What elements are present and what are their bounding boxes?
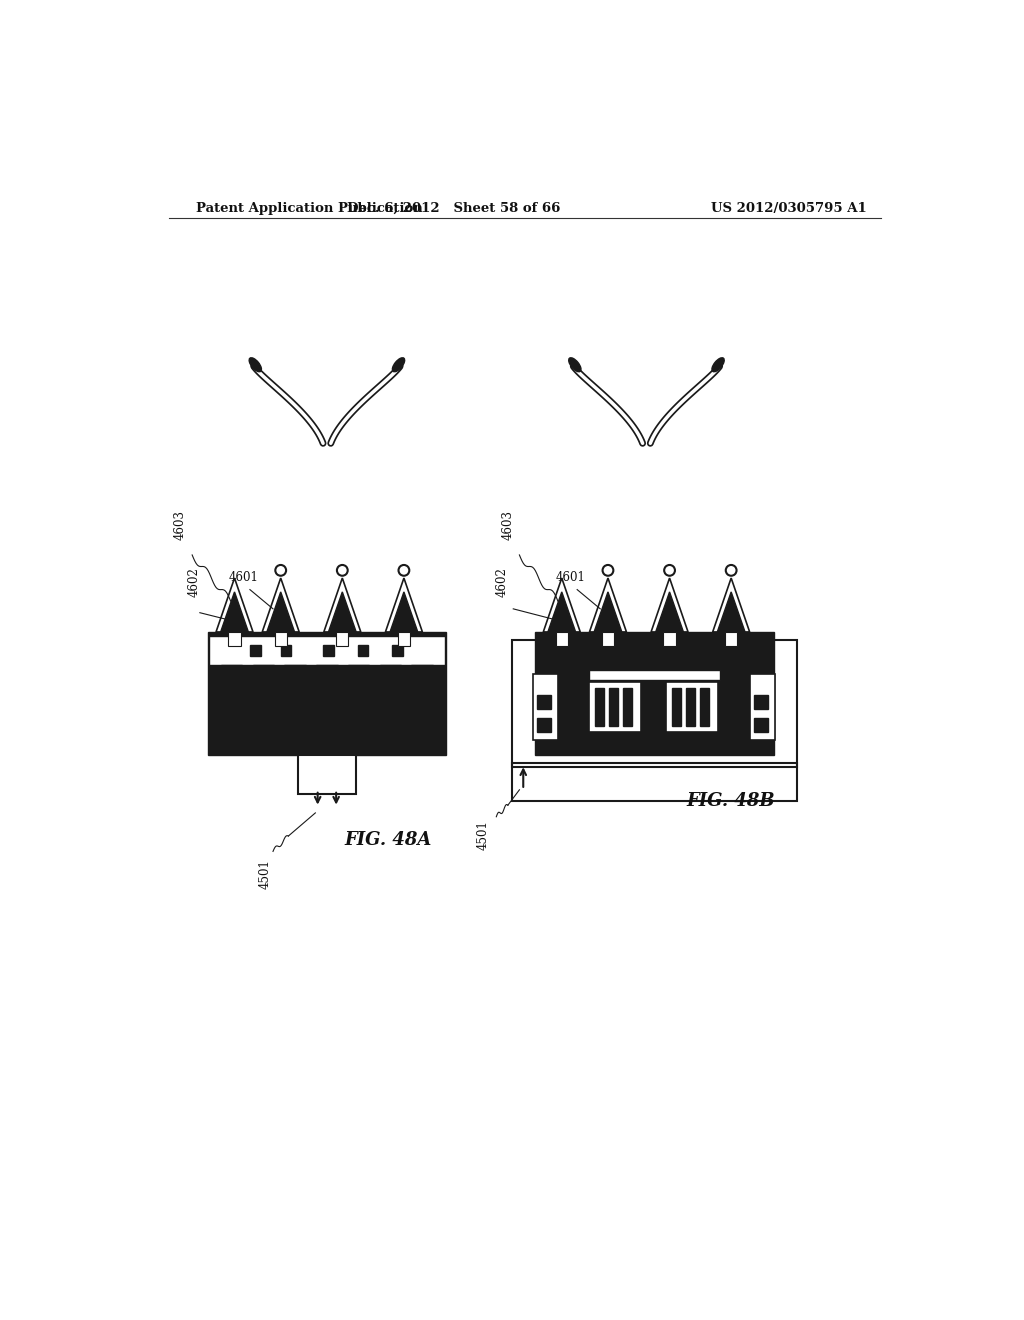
Text: US 2012/0305795 A1: US 2012/0305795 A1 (711, 202, 866, 215)
Text: 4602: 4602 (187, 568, 201, 598)
Bar (534, 675, 558, 739)
Text: 4603: 4603 (174, 510, 187, 540)
Polygon shape (713, 578, 750, 632)
Polygon shape (267, 591, 295, 632)
Text: 4601: 4601 (556, 572, 586, 585)
Bar (666, 682, 718, 733)
Polygon shape (548, 591, 575, 632)
Ellipse shape (712, 358, 724, 372)
Polygon shape (544, 578, 581, 632)
Bar (336, 632, 348, 645)
Bar (602, 632, 614, 645)
Polygon shape (324, 578, 360, 632)
Text: Patent Application Publication: Patent Application Publication (196, 202, 423, 215)
Polygon shape (590, 578, 627, 632)
Bar (595, 688, 604, 726)
Bar (725, 632, 737, 645)
Bar (538, 718, 551, 733)
Bar (274, 632, 287, 645)
Bar (589, 682, 641, 733)
Text: FIG. 48A: FIG. 48A (345, 830, 432, 849)
Bar (208, 632, 446, 755)
Bar (348, 665, 370, 751)
Text: 4603: 4603 (502, 510, 514, 540)
Bar (686, 688, 695, 726)
Polygon shape (717, 591, 745, 632)
Polygon shape (220, 591, 249, 632)
Bar (285, 665, 306, 751)
Bar (250, 644, 261, 656)
Bar (281, 644, 292, 656)
Bar (412, 665, 433, 751)
Bar (221, 665, 243, 751)
Bar (608, 688, 617, 726)
Bar (556, 632, 568, 645)
Polygon shape (329, 591, 356, 632)
Bar (357, 644, 369, 656)
Bar (298, 755, 356, 793)
Bar (397, 632, 410, 645)
Text: 4501: 4501 (259, 859, 271, 888)
Bar (316, 665, 338, 751)
Bar (755, 696, 768, 709)
Polygon shape (390, 591, 418, 632)
Bar (755, 718, 768, 733)
Bar (512, 763, 797, 801)
Polygon shape (594, 591, 622, 632)
Text: 4501: 4501 (477, 821, 489, 850)
Bar (535, 632, 773, 755)
Bar (623, 688, 632, 726)
Text: 4602: 4602 (496, 568, 509, 598)
Polygon shape (385, 578, 422, 632)
Bar (380, 665, 401, 751)
Polygon shape (651, 578, 688, 632)
Text: Dec. 6, 2012   Sheet 58 of 66: Dec. 6, 2012 Sheet 58 of 66 (347, 202, 561, 215)
Bar (209, 636, 444, 665)
Bar (589, 671, 720, 681)
Bar (253, 665, 274, 751)
Bar (228, 632, 241, 645)
Ellipse shape (249, 358, 261, 372)
Bar (751, 675, 775, 739)
Text: 4601: 4601 (228, 572, 259, 585)
Bar (672, 688, 681, 726)
Bar (538, 696, 551, 709)
Bar (392, 644, 403, 656)
Bar (699, 688, 709, 726)
Polygon shape (216, 578, 253, 632)
Bar (664, 632, 676, 645)
Bar (323, 644, 334, 656)
Text: FIG. 48B: FIG. 48B (687, 792, 775, 810)
Polygon shape (655, 591, 683, 632)
Polygon shape (262, 578, 299, 632)
Ellipse shape (392, 358, 404, 372)
Ellipse shape (568, 358, 581, 372)
Bar (512, 640, 797, 767)
